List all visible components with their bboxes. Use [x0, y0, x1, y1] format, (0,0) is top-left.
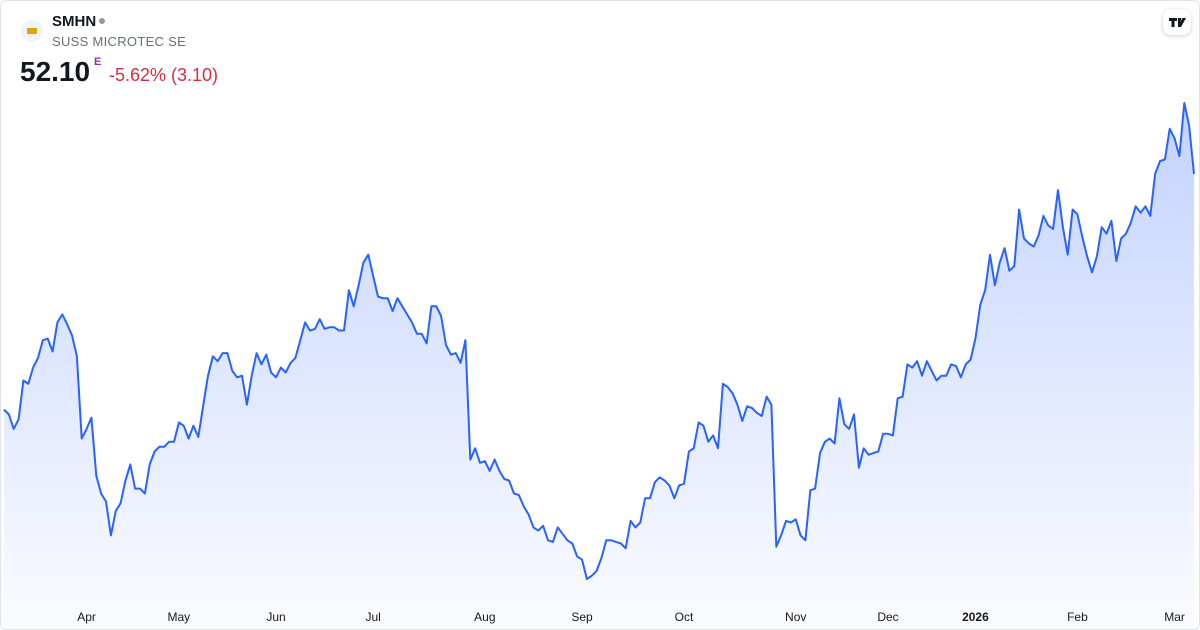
x-tick-label: May [168, 610, 191, 624]
company-name: SUSS MICROTEC SE [52, 34, 187, 49]
price-flag: E [94, 56, 102, 68]
price: 52.10 [20, 56, 91, 87]
price-line [3, 102, 1195, 580]
x-tick-label: Jun [266, 610, 285, 624]
price-change: -5.62% (3.10) [109, 65, 219, 85]
x-tick-label: Aug [474, 610, 495, 624]
brand-icon [1169, 18, 1186, 27]
brand-logo[interactable] [1163, 9, 1191, 35]
x-tick-label: Feb [1067, 610, 1088, 624]
area-fill [4, 103, 1194, 629]
x-tick-label: Nov [785, 610, 806, 624]
x-tick-label: Apr [77, 610, 96, 624]
x-tick-label: Oct [675, 610, 694, 624]
x-tick-label: 2026 [962, 610, 989, 624]
x-tick-label: Jul [365, 610, 380, 624]
x-tick-label: Dec [877, 610, 898, 624]
x-tick-label: Sep [571, 610, 593, 624]
symbol[interactable]: SMHN [52, 13, 97, 30]
status-dot [99, 18, 105, 24]
logo [21, 20, 43, 42]
x-tick-label: Mar [1164, 610, 1185, 624]
